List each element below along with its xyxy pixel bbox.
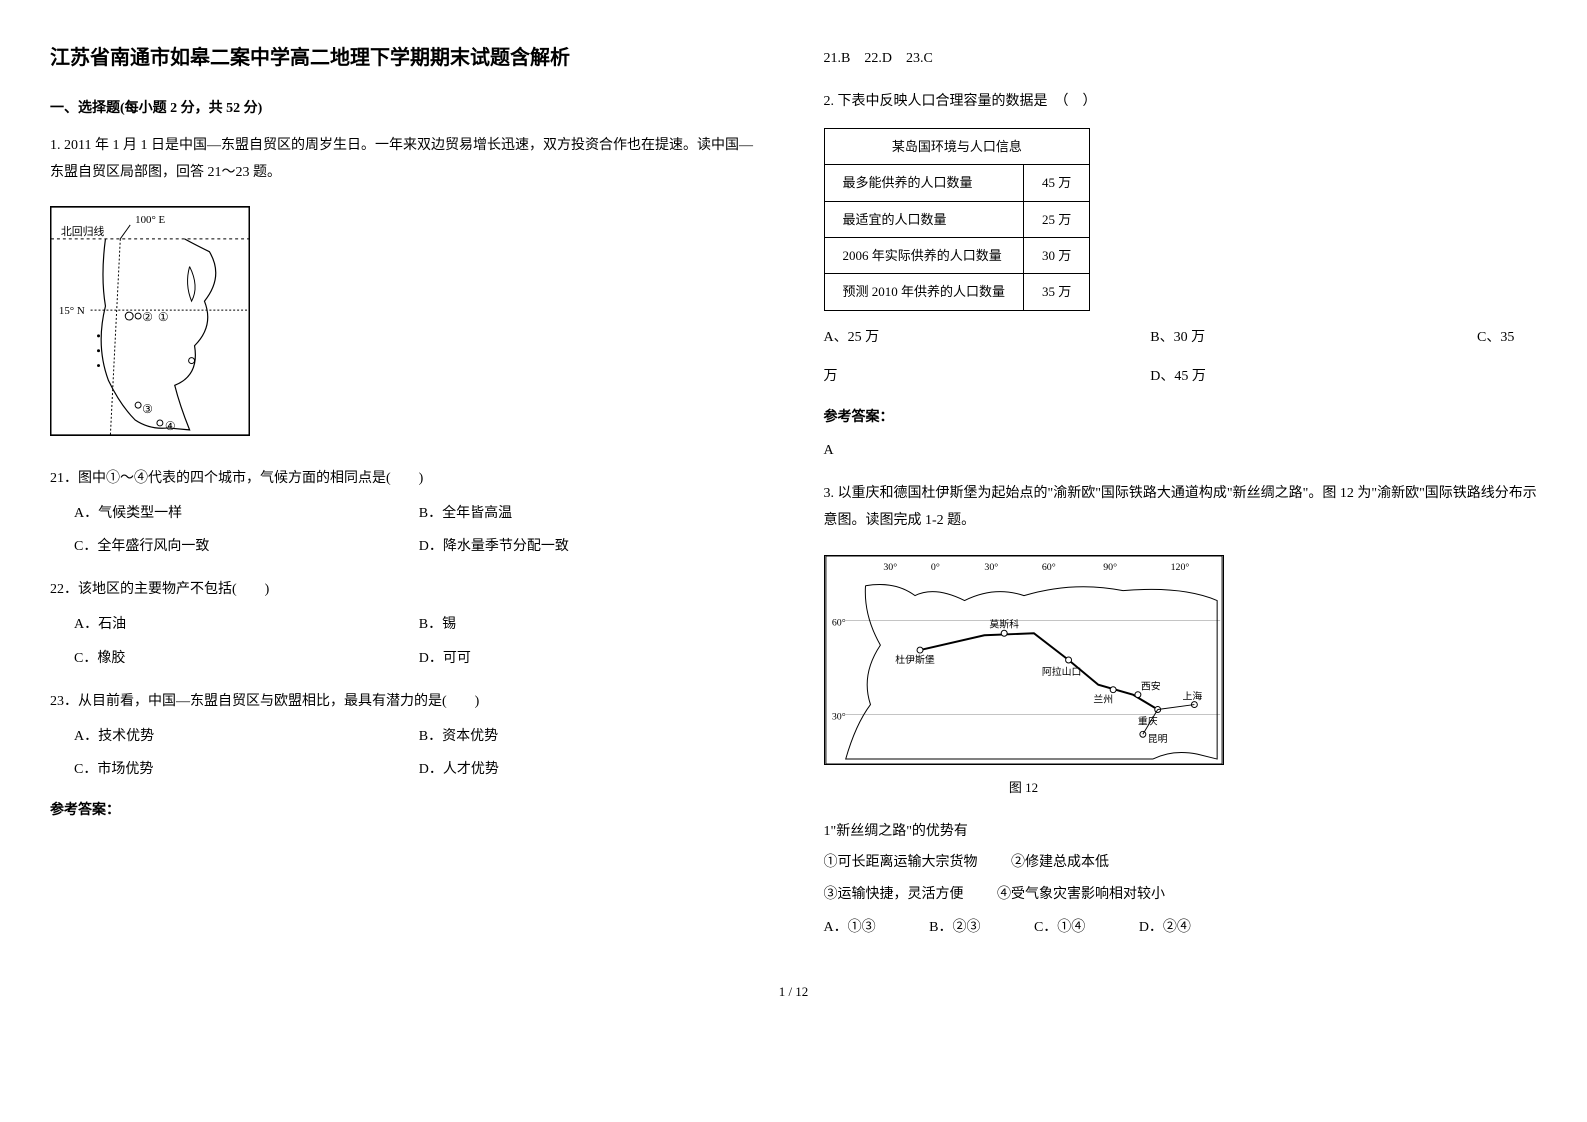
lat-30: 30° [831, 711, 845, 722]
city-lanzhou: 兰州 [1093, 692, 1113, 705]
q1-map-figure: 北回归线 100° E 15° N ② ① [50, 206, 764, 445]
sub1-item4: ④受气象灾害影响相对较小 [997, 887, 1165, 902]
left-column: 江苏省南通市如皋二案中学高二地理下学期期末试题含解析 一、选择题(每小题 2 分… [50, 40, 764, 940]
sub1-item1: ①可长距离运输大宗货物 [824, 855, 978, 870]
q2-opt-b: B、30 万 [1150, 325, 1477, 350]
table-cell: 最适宜的人口数量 [824, 201, 1024, 237]
q3-intro: 3. 以重庆和德国杜伊斯堡为起始点的"渝新欧"国际铁路大通道构成"新丝绸之路"。… [824, 481, 1538, 534]
q22-text: 22．该地区的主要物产不包括( ) [50, 577, 764, 602]
q21-opt-b: B．全年皆高温 [419, 501, 764, 526]
lon-0: 0° [930, 562, 939, 573]
q22-opt-d: D．可可 [419, 646, 764, 671]
city-shanghai: 上海 [1182, 689, 1202, 702]
sub1-opt-b: B．②③ [929, 920, 980, 935]
table-row: 最多能供养的人口数量 45 万 [824, 165, 1090, 201]
lon-60e: 60° [1041, 562, 1055, 573]
mark-3: ③ [142, 402, 153, 416]
q2-opt-c: C、35 [1477, 325, 1537, 350]
table-row: 最适宜的人口数量 25 万 [824, 201, 1090, 237]
city-kunming: 昆明 [1147, 733, 1167, 745]
sub1-opt-a: A．①③ [824, 920, 876, 935]
q21-text: 21．图中①～④代表的四个城市，气候方面的相同点是( ) [50, 466, 764, 491]
q23-opt-b: B．资本优势 [419, 724, 764, 749]
fig12-caption: 图 12 [824, 776, 1224, 799]
lat-label: 15° N [59, 305, 85, 317]
table-cell: 25 万 [1024, 201, 1090, 237]
city-moscow: 莫斯科 [989, 617, 1019, 630]
q1-answer-label: 参考答案： [50, 798, 764, 823]
table-cell: 预测 2010 年供养的人口数量 [824, 274, 1024, 310]
q3-map-figure: 30° 0° 30° 60° 90° 120° 60° 30° 杜伊斯堡 [824, 555, 1538, 800]
q2-opt-d: D、45 万 [1150, 364, 1477, 389]
q22-options: A．石油 B．锡 C．橡胶 D．可可 [50, 612, 764, 670]
lat-60: 60° [831, 617, 845, 628]
lon-90e: 90° [1103, 562, 1117, 573]
q1-answer: 21.B 22.D 23.C [824, 46, 1538, 71]
city-xian: 西安 [1140, 679, 1160, 692]
mark-4: ④ [165, 419, 176, 433]
eurasia-map-svg: 30° 0° 30° 60° 90° 120° 60° 30° 杜伊斯堡 [824, 555, 1224, 765]
q2-answer-label: 参考答案： [824, 405, 1538, 430]
city-alashankou: 阿拉山口 [1041, 665, 1081, 678]
lon-30w: 30° [883, 562, 897, 573]
sub1-opt-c: C．①④ [1034, 920, 1085, 935]
mark-2: ② [142, 310, 153, 324]
q21-opt-a: A．气候类型一样 [74, 501, 419, 526]
q23-options: A．技术优势 B．资本优势 C．市场优势 D．人才优势 [50, 724, 764, 782]
page-container: 江苏省南通市如皋二案中学高二地理下学期期末试题含解析 一、选择题(每小题 2 分… [50, 40, 1537, 940]
q2-opt-blank [1477, 364, 1537, 389]
sub1-item3: ③运输快捷，灵活方便 [824, 887, 964, 902]
sub1-text: 1"新丝绸之路"的优势有 [824, 819, 1538, 844]
q23-opt-a: A．技术优势 [74, 724, 419, 749]
table-row: 预测 2010 年供养的人口数量 35 万 [824, 274, 1090, 310]
table-header: 某岛国环境与人口信息 [824, 128, 1090, 164]
q2-intro: 2. 下表中反映人口合理容量的数据是 （ ） [824, 89, 1538, 116]
tropic-label: 北回归线 [61, 224, 105, 238]
section-header: 一、选择题(每小题 2 分，共 52 分) [50, 96, 764, 121]
lon-120e: 120° [1170, 562, 1189, 573]
q2-answer: A [824, 438, 1538, 463]
sub1-options: A．①③ B．②③ C．①④ D．②④ [824, 915, 1538, 940]
lon-30e: 30° [984, 562, 998, 573]
q23-opt-d: D．人才优势 [419, 757, 764, 782]
doc-title: 江苏省南通市如皋二案中学高二地理下学期期末试题含解析 [50, 40, 764, 76]
q2-options-row1: A、25 万 B、30 万 C、35 [824, 325, 1538, 350]
q22-opt-b: B．锡 [419, 612, 764, 637]
q2-opt-a: A、25 万 [824, 325, 1151, 350]
q2-opt-c2: 万 [824, 364, 1151, 389]
q21-opt-d: D．降水量季节分配一致 [419, 534, 764, 559]
city-duisburg: 杜伊斯堡 [895, 653, 935, 666]
q2-options-row2: 万 D、45 万 [824, 364, 1538, 389]
q23-text: 23．从目前看，中国—东盟自贸区与欧盟相比，最具有潜力的是( ) [50, 689, 764, 714]
q3-sub1: 1"新丝绸之路"的优势有 ①可长距离运输大宗货物 ②修建总成本低 ③运输快捷，灵… [824, 819, 1538, 940]
q21-options: A．气候类型一样 B．全年皆高温 C．全年盛行风向一致 D．降水量季节分配一致 [50, 501, 764, 559]
table-row: 2006 年实际供养的人口数量 30 万 [824, 237, 1090, 273]
table-cell: 最多能供养的人口数量 [824, 165, 1024, 201]
table-cell: 35 万 [1024, 274, 1090, 310]
table-cell: 45 万 [1024, 165, 1090, 201]
sub1-opt-d: D．②④ [1139, 920, 1191, 935]
table-cell: 2006 年实际供养的人口数量 [824, 237, 1024, 273]
q21-opt-c: C．全年盛行风向一致 [74, 534, 419, 559]
q1-intro: 1. 2011 年 1 月 1 日是中国—东盟自贸区的周岁生日。一年来双边贸易增… [50, 133, 764, 186]
right-column: 21.B 22.D 23.C 2. 下表中反映人口合理容量的数据是 （ ） 某岛… [824, 40, 1538, 940]
asean-map-svg: 北回归线 100° E 15° N ② ① [50, 206, 250, 436]
table-cell: 30 万 [1024, 237, 1090, 273]
q2-table: 某岛国环境与人口信息 最多能供养的人口数量 45 万 最适宜的人口数量 25 万… [824, 128, 1091, 311]
sub1-item2: ②修建总成本低 [1011, 855, 1109, 870]
q22-opt-a: A．石油 [74, 612, 419, 637]
mark-1: ① [158, 310, 169, 324]
page-number: 1 / 12 [50, 980, 1537, 1003]
lon-label: 100° E [135, 214, 165, 226]
q23-opt-c: C．市场优势 [74, 757, 419, 782]
q22-opt-c: C．橡胶 [74, 646, 419, 671]
